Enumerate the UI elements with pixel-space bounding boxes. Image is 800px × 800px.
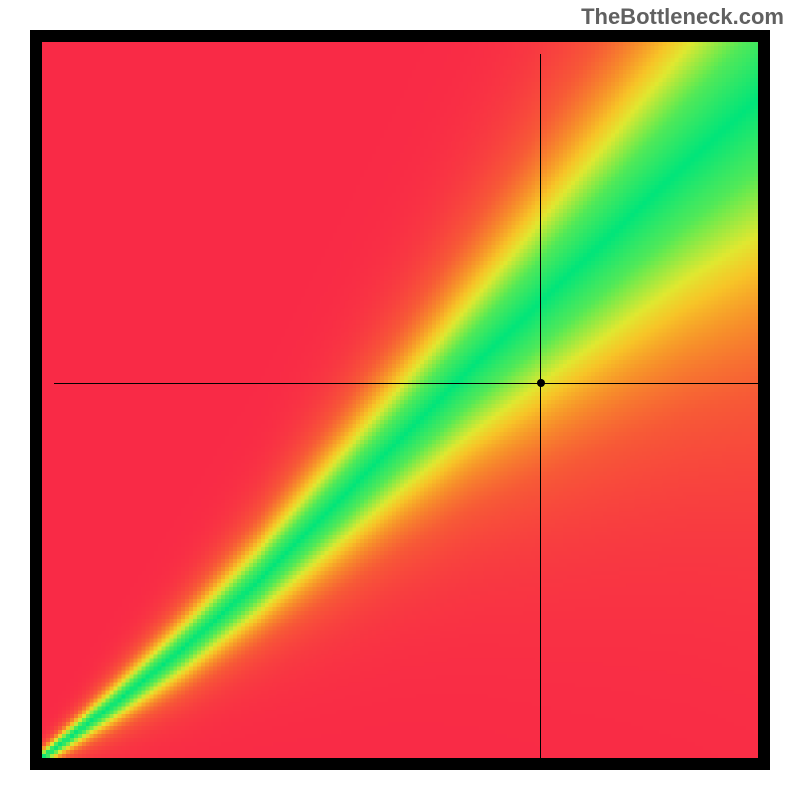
heatmap-canvas bbox=[42, 42, 758, 758]
crosshair-marker bbox=[537, 379, 545, 387]
watermark-text: TheBottleneck.com bbox=[581, 4, 784, 30]
crosshair-vertical bbox=[540, 54, 541, 770]
plot-frame bbox=[30, 30, 770, 770]
chart-wrapper: TheBottleneck.com bbox=[0, 0, 800, 800]
crosshair-horizontal bbox=[54, 383, 770, 384]
